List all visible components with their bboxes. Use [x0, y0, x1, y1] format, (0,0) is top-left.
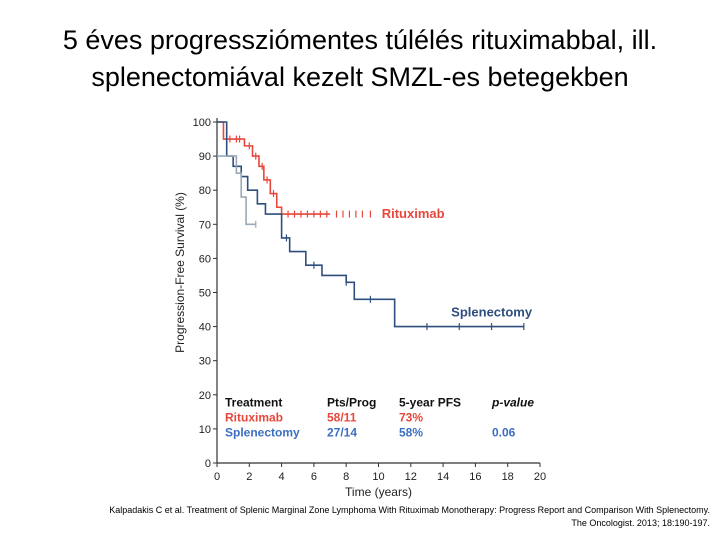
x-tick-label: 12	[405, 471, 417, 483]
series-line-rituximab	[217, 121, 331, 215]
slide-title-line-2: splenectomiával kezelt SMZL-es betegekbe…	[91, 62, 629, 92]
x-tick-label: 18	[502, 471, 514, 483]
y-tick-label: 90	[199, 151, 211, 163]
y-tick-label: 10	[199, 424, 211, 436]
x-tick-label: 16	[469, 471, 481, 483]
table-cell: Splenectomy	[225, 426, 300, 440]
citation-line-1: Kalpadakis C et al. Treatment of Splenic…	[109, 505, 710, 515]
slide-title: 5 éves progressziómentes túlélés rituxim…	[0, 22, 720, 96]
y-tick-label: 100	[193, 117, 211, 129]
y-axis-label: Progression-Free Survival (%)	[173, 192, 187, 353]
y-tick-label: 50	[199, 288, 211, 300]
y-tick-label: 70	[199, 219, 211, 231]
table-cell: 58%	[399, 426, 423, 440]
x-tick-label: 20	[534, 471, 546, 483]
y-tick-label: 30	[199, 356, 211, 368]
table-header: Pts/Prog	[327, 396, 376, 410]
citation-line-2: The Oncologist. 2013; 18:190-197.	[571, 518, 710, 528]
x-tick-label: 10	[372, 471, 384, 483]
table-cell: Rituximab	[225, 411, 283, 425]
slide-title-line-1: 5 éves progressziómentes túlélés rituxim…	[62, 25, 658, 55]
pfs-chart: 0 10 20 30 40 50 60 70 80 90 100 0 2 4 6 8 10 12 14 16 18 20 T…	[160, 108, 560, 500]
y-tick-label: 80	[199, 185, 211, 197]
series-annotation: Splenectomy	[451, 304, 533, 319]
y-tick-label: 20	[199, 390, 211, 402]
table-cell: 0.06	[492, 426, 516, 440]
table-header: Treatment	[225, 396, 282, 410]
table-header: p-value	[491, 396, 534, 410]
x-tick-label: 4	[279, 471, 285, 483]
x-tick-label: 2	[246, 471, 252, 483]
citation: Kalpadakis C et al. Treatment of Splenic…	[20, 504, 710, 530]
table-header: 5-year PFS	[399, 396, 461, 410]
table-cell: 73%	[399, 411, 423, 425]
table-cell: 27/14	[327, 426, 357, 440]
x-tick-label: 6	[311, 471, 317, 483]
chart-background	[160, 108, 560, 500]
series-line-extra	[217, 155, 256, 226]
y-tick-label: 60	[199, 253, 211, 265]
x-tick-label: 8	[343, 471, 349, 483]
x-tick-label: 14	[437, 471, 449, 483]
table-cell: 58/11	[327, 411, 357, 425]
series-annotation: Rituximab	[382, 206, 445, 221]
y-tick-label: 0	[205, 458, 211, 470]
x-axis-label: Time (years)	[345, 485, 412, 499]
series-line-splenectomy	[217, 121, 524, 328]
x-tick-label: 0	[214, 471, 220, 483]
y-tick-label: 40	[199, 322, 211, 334]
